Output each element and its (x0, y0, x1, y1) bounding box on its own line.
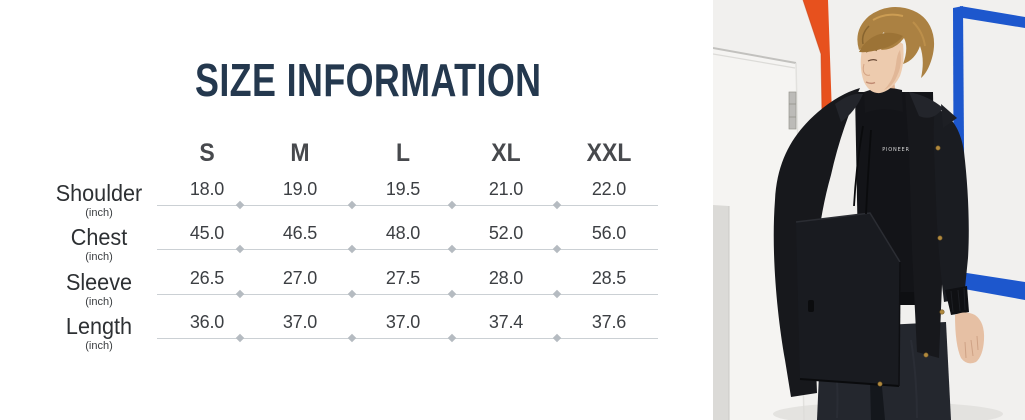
cell-value: 22.0 (591, 179, 627, 199)
snap-buttons (877, 145, 945, 387)
hood (835, 92, 957, 128)
cell-value: 56.0 (591, 223, 627, 243)
mouth (865, 81, 876, 85)
pocket-flap (795, 212, 901, 387)
cell-value: 37.4 (488, 312, 524, 332)
brand-text: PIONEER (882, 147, 910, 153)
cell-value: 18.0 (189, 179, 225, 199)
sweater-collar (864, 87, 903, 113)
model-hair (857, 7, 935, 78)
row-unit-text: (inch) (85, 296, 113, 308)
table-row-chest: Chest (inch) 45.0 46.5 48.0 52.0 56.0 (0, 208, 700, 263)
line-diamond-marker (447, 244, 457, 254)
line-diamond-marker (235, 333, 245, 343)
column-header-m: M (290, 139, 310, 167)
cell-value: 45.0 (189, 223, 225, 243)
cell-value: 52.0 (488, 223, 524, 243)
cell-value: 48.0 (385, 223, 421, 243)
row-underline (157, 289, 658, 299)
row-underline (157, 244, 658, 254)
nose (862, 63, 871, 76)
line-diamond-marker (347, 244, 357, 254)
row-unit-text: (inch) (85, 207, 113, 219)
coat-right-arm (933, 108, 969, 302)
line-diamond-marker (347, 333, 357, 343)
sleeve-cuff (945, 286, 969, 315)
table-row-sleeve: Sleeve (inch) 26.5 27.0 27.5 28.0 28.5 (0, 253, 700, 308)
cell-value: 28.0 (488, 268, 524, 288)
column-header-s: S (199, 139, 215, 167)
cell-value: 19.5 (385, 179, 421, 199)
door-edge-shadow (713, 205, 729, 420)
row-label-text: Length (65, 313, 133, 339)
cell-value: 37.0 (385, 312, 421, 332)
model-hand (955, 312, 985, 364)
line-diamond-marker (447, 333, 457, 343)
row-label-text: Sleeve (65, 269, 133, 295)
line-diamond-marker (552, 244, 562, 254)
row-unit-text: (inch) (85, 340, 113, 352)
section-title: SIZE INFORMATION (195, 54, 542, 106)
cell-value: 21.0 (488, 179, 524, 199)
table-row-length: Length (inch) 36.0 37.0 37.0 37.4 37.6 (0, 297, 700, 352)
door-hinge (788, 91, 797, 130)
cell-value: 19.0 (282, 179, 318, 199)
cell-value: 27.5 (385, 268, 421, 288)
row-label-text: Shoulder (55, 180, 143, 206)
row-underline (157, 333, 658, 343)
column-header-xxl: XXL (586, 139, 632, 167)
cell-value: 26.5 (189, 268, 225, 288)
line-diamond-marker (552, 333, 562, 343)
cell-value: 37.6 (591, 312, 627, 332)
table-row-shoulder: Shoulder (inch) 18.0 19.0 19.5 21.0 22.0 (0, 164, 700, 219)
row-label: Shoulder (inch) (40, 180, 158, 219)
cell-value: 46.5 (282, 223, 318, 243)
cell-value: 27.0 (282, 268, 318, 288)
size-column-headers: S M L XL XXL (0, 140, 700, 166)
row-label: Sleeve (inch) (40, 269, 158, 308)
cell-value: 28.5 (591, 268, 627, 288)
zipper-pull (808, 300, 814, 312)
column-header-l: L (395, 139, 411, 167)
row-unit-text: (inch) (85, 251, 113, 263)
row-underline (157, 200, 658, 210)
row-label-text: Chest (70, 224, 128, 250)
cell-value: 37.0 (282, 312, 318, 332)
model-photo: PIONEER (713, 0, 1025, 420)
cell-value: 36.0 (189, 312, 225, 332)
eye (867, 59, 878, 62)
model: PIONEER (773, 7, 985, 420)
orange-frame (802, 0, 832, 116)
row-label: Chest (inch) (40, 224, 158, 263)
row-label: Length (inch) (40, 313, 158, 352)
column-header-xl: XL (491, 139, 521, 167)
line-diamond-marker (235, 244, 245, 254)
hood-drawstrings (853, 125, 872, 215)
